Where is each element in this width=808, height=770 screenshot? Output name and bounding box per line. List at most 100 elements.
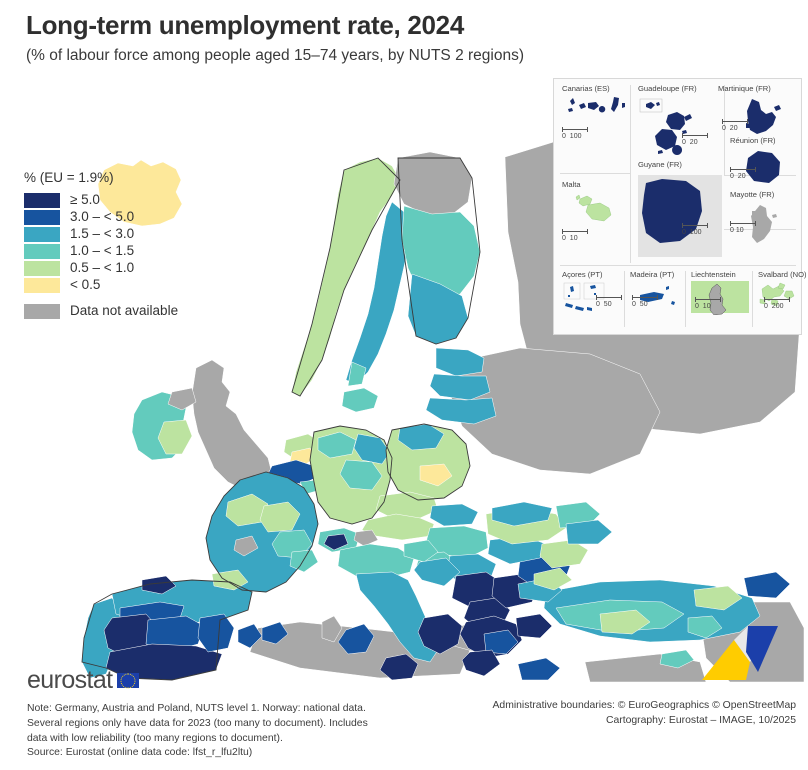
map-region-iceland[interactable] bbox=[97, 159, 183, 227]
map-region-turkiye[interactable] bbox=[517, 567, 791, 643]
inset-scalebar: 0 10 bbox=[562, 228, 624, 242]
legend-title: % (EU = 1.9%) bbox=[24, 170, 114, 185]
map-region-slovakia[interactable] bbox=[429, 503, 479, 527]
inset-divider-vertical-6 bbox=[630, 161, 631, 263]
scalebar-line bbox=[764, 297, 790, 302]
inset-caption: Canarias (ES) bbox=[562, 84, 610, 93]
inset-scalebar: 0 20 bbox=[682, 133, 708, 146]
inset-guyane[interactable]: Guyane (FR) 0 100 bbox=[638, 161, 722, 257]
inset-caption: Svalbard (NO) bbox=[758, 270, 807, 279]
scalebar-line bbox=[682, 133, 708, 138]
legend-spacer bbox=[24, 294, 178, 303]
inset-guadeloupe[interactable]: Guadeloupe (FR) 0 20 bbox=[638, 85, 722, 165]
legend-label: 1.0 – < 1.5 bbox=[70, 243, 135, 259]
footnote-line-2: Several regions only have data for 2023 … bbox=[27, 717, 368, 729]
footnote-block: Note: Germany, Austria and Poland, NUTS … bbox=[27, 702, 447, 761]
inset-malta[interactable]: Malta 0 10 bbox=[562, 181, 624, 242]
legend-label: < 0.5 bbox=[70, 277, 101, 293]
page-header: Long-term unemployment rate, 2024 (% of … bbox=[26, 10, 726, 65]
scalebar-line bbox=[682, 223, 708, 228]
scalebar-labels: 0 20 bbox=[730, 173, 746, 180]
map-region-united-kingdom[interactable] bbox=[167, 359, 273, 491]
inset-liechtenstein[interactable]: Liechtenstein 0 10 bbox=[691, 271, 749, 315]
inset-divider-vertical-3 bbox=[624, 271, 625, 327]
inset-caption: Liechtenstein bbox=[691, 270, 736, 279]
page-footer: eurostat Note: Germany, Austria and Pola… bbox=[0, 660, 808, 770]
map-region-france[interactable] bbox=[205, 471, 343, 643]
map-region-romania-bulgaria[interactable] bbox=[485, 501, 613, 545]
legend-item-1-15[interactable]: 1.0 – < 1.5 bbox=[24, 243, 178, 259]
map-region-germany[interactable] bbox=[309, 425, 393, 525]
legend-item-lt-05[interactable]: < 0.5 bbox=[24, 277, 178, 293]
eu-flag-icon bbox=[116, 673, 139, 688]
legend-swatch bbox=[24, 226, 60, 242]
map-region-poland[interactable] bbox=[385, 423, 471, 501]
scalebar-labels: 0 50 bbox=[596, 301, 612, 308]
eurostat-swoosh-mark bbox=[702, 626, 778, 680]
scalebar-labels: 0 100 bbox=[682, 229, 702, 236]
legend-swatch bbox=[24, 209, 60, 225]
inset-reunion[interactable]: Réunion (FR) 0 20 bbox=[730, 137, 794, 193]
inset-caption: Madeira (PT) bbox=[630, 270, 675, 279]
scalebar-line bbox=[562, 228, 588, 234]
map-region-spain[interactable] bbox=[103, 569, 289, 681]
inset-canarias[interactable]: Canarias (ES) 0 100 bbox=[562, 85, 626, 140]
map-region-denmark[interactable] bbox=[341, 387, 379, 413]
inset-shape-guadeloupe bbox=[639, 98, 692, 155]
page-subtitle: (% of labour force among people aged 15–… bbox=[26, 46, 525, 64]
inset-acores[interactable]: Açores (PT) 0 50 bbox=[562, 271, 622, 315]
map-national-borders bbox=[81, 157, 481, 681]
inset-caption: Réunion (FR) bbox=[730, 136, 776, 145]
inset-caption: Guyane (FR) bbox=[638, 160, 682, 169]
inset-divider-vertical-2 bbox=[724, 85, 725, 175]
map-region-finland[interactable] bbox=[393, 151, 481, 345]
scalebar-line bbox=[730, 221, 756, 226]
eurostat-wordmark: eurostat bbox=[27, 666, 113, 694]
footnote-line-3: data with low reliability (too many regi… bbox=[27, 732, 283, 744]
map-region-baltics[interactable] bbox=[425, 347, 497, 425]
inset-mayotte[interactable]: Mayotte (FR) 0 10 bbox=[730, 191, 794, 249]
legend-item-05-1[interactable]: 0.5 – < 1.0 bbox=[24, 260, 178, 276]
inset-maps-panel[interactable]: Canarias (ES) 0 100 bbox=[553, 78, 807, 335]
inset-scalebar: 0 100 bbox=[562, 126, 626, 140]
scalebar-line bbox=[632, 295, 658, 300]
map-region-cyprus[interactable] bbox=[659, 649, 695, 669]
inset-scalebar: 0 10 bbox=[695, 297, 721, 310]
map-region-switzerland[interactable] bbox=[317, 527, 379, 553]
scalebar-line bbox=[695, 297, 721, 302]
inset-divider-vertical-5 bbox=[752, 271, 753, 327]
inset-divider-vertical-4 bbox=[685, 271, 686, 327]
legend-item-ge-5[interactable]: ≥ 5.0 bbox=[24, 192, 178, 208]
legend-swatch bbox=[24, 260, 60, 276]
scalebar-labels: 0 10 bbox=[562, 234, 578, 242]
inset-shape-svalbard bbox=[759, 282, 795, 306]
credit-boundaries: Administrative boundaries: © EuroGeograp… bbox=[492, 700, 796, 711]
legend-item-3-5[interactable]: 3.0 – < 5.0 bbox=[24, 209, 178, 225]
map-region-ireland[interactable] bbox=[131, 391, 193, 461]
inset-shape-madeira bbox=[640, 285, 675, 305]
legend-item-15-3[interactable]: 1.5 – < 3.0 bbox=[24, 226, 178, 242]
scalebar-labels: 0 100 bbox=[562, 132, 582, 140]
inset-shape-malta bbox=[575, 194, 612, 221]
inset-caption: Guadeloupe (FR) bbox=[638, 84, 697, 93]
inset-madeira[interactable]: Madeira (PT) 0 50 bbox=[630, 271, 682, 313]
inset-svalbard[interactable]: Svalbard (NO) 0 200 bbox=[758, 271, 807, 315]
map-region-czechia[interactable] bbox=[375, 491, 439, 519]
inset-shape-guyane bbox=[638, 174, 722, 257]
inset-divider-horizontal-1 bbox=[560, 173, 630, 174]
inset-shape-canarias bbox=[568, 96, 625, 112]
legend-item-no-data[interactable]: Data not available bbox=[24, 303, 178, 319]
scalebar-labels: 0 200 bbox=[764, 303, 784, 310]
map-region-greece[interactable] bbox=[459, 613, 561, 681]
inset-caption: Açores (PT) bbox=[562, 270, 603, 279]
eu-stars bbox=[120, 673, 136, 688]
legend-swatch bbox=[24, 243, 60, 259]
inset-scalebar: 0 50 bbox=[632, 295, 658, 308]
map-region-slovenia-croatia[interactable] bbox=[403, 539, 461, 587]
eurostat-logo: eurostat bbox=[27, 668, 139, 693]
inset-martinique[interactable]: Martinique (FR) 0 20 bbox=[718, 85, 792, 149]
legend-label: 3.0 – < 5.0 bbox=[70, 209, 135, 225]
scalebar-line bbox=[596, 295, 622, 300]
map-region-italy[interactable] bbox=[337, 543, 463, 681]
inset-caption: Malta bbox=[562, 180, 581, 189]
